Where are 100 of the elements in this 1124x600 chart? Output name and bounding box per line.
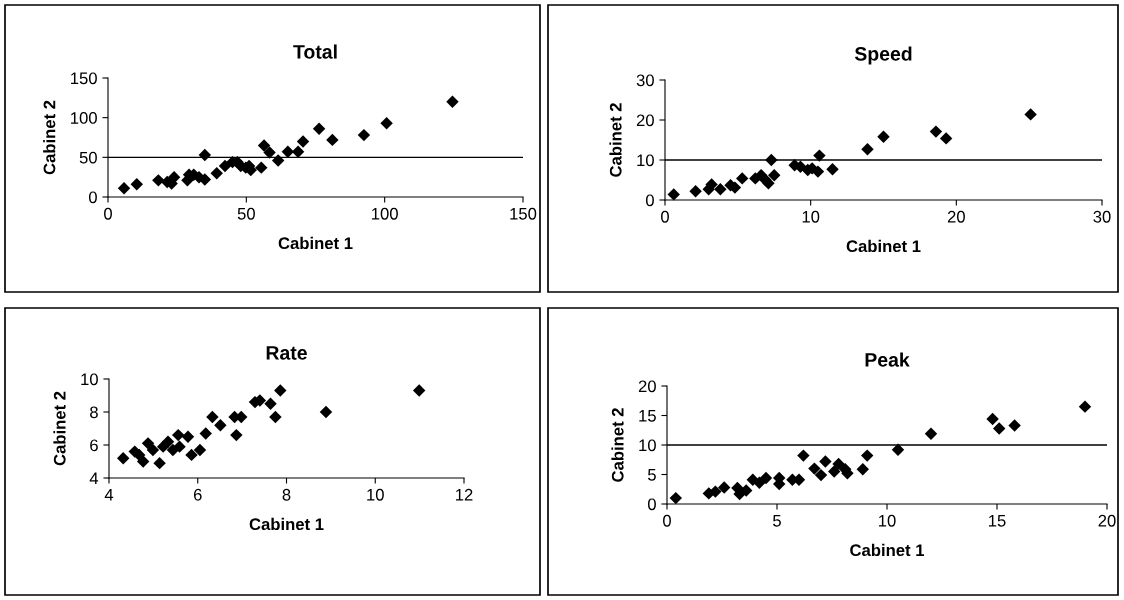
chart-title: Rate [266, 346, 307, 360]
point [161, 435, 175, 448]
point [198, 173, 212, 186]
point [1008, 419, 1021, 432]
chart-title: Total [293, 44, 337, 59]
point [759, 471, 773, 485]
point [827, 465, 841, 478]
y-tick-label: 30 [636, 74, 654, 87]
y-axis-title: Cabinet 2 [43, 100, 56, 175]
point [739, 484, 753, 497]
point [296, 135, 310, 148]
point [412, 384, 426, 397]
x-tick-label: 100 [372, 207, 398, 220]
point [173, 440, 186, 453]
y-tick-label: 100 [71, 112, 97, 124]
point [929, 125, 943, 138]
point [274, 384, 287, 397]
point [832, 457, 845, 471]
point [891, 443, 905, 456]
x-axis-title: Cabinet 1 [850, 543, 925, 557]
y-tick-label: 10 [637, 154, 654, 167]
point [717, 481, 731, 494]
point [861, 142, 874, 156]
x-tick-label: 10 [367, 488, 384, 501]
point [819, 455, 832, 468]
y-tick-label: 150 [71, 72, 97, 85]
point [811, 165, 825, 178]
x-tick-label: 50 [237, 207, 255, 220]
x-tick-label: 8 [282, 488, 291, 501]
point [198, 148, 212, 162]
point [199, 427, 212, 440]
point [856, 462, 870, 476]
point [263, 146, 276, 159]
y-tick-label: 0 [88, 191, 97, 204]
point [797, 449, 810, 462]
x-tick-label: 10 [879, 514, 896, 527]
chart-title: Peak [865, 352, 910, 367]
x-tick-label: 15 [989, 515, 1006, 527]
x-tick-label: 4 [104, 489, 114, 501]
point [924, 427, 938, 440]
point [667, 188, 680, 201]
point [312, 122, 326, 135]
chart-title: Speed [854, 46, 912, 65]
point [808, 462, 821, 475]
x-tick-label: 5 [773, 515, 781, 527]
point [291, 145, 305, 158]
point [181, 430, 195, 443]
x-tick-label: 0 [663, 514, 671, 527]
point [380, 117, 393, 130]
x-axis-title: Cabinet 1 [278, 236, 353, 250]
x-tick-label: 20 [1098, 514, 1116, 527]
point [116, 451, 130, 465]
x-tick-label: 10 [802, 210, 820, 223]
point [185, 448, 198, 462]
x-tick-label: 30 [1093, 210, 1111, 223]
x-tick-label: 20 [947, 210, 965, 223]
point [117, 182, 131, 195]
y-axis-title: Cabinet 2 [611, 408, 624, 482]
y-tick-label: 20 [636, 114, 654, 127]
y-tick-label: 0 [647, 498, 656, 511]
point [257, 139, 271, 152]
point [255, 161, 268, 174]
y-tick-label: 0 [645, 194, 654, 207]
point [281, 145, 295, 158]
point [735, 172, 749, 185]
point [153, 456, 166, 470]
point [986, 412, 999, 426]
point [146, 443, 160, 457]
point [689, 184, 702, 198]
y-tick-label: 10 [639, 439, 656, 452]
point [206, 410, 219, 424]
point [218, 159, 232, 173]
y-tick-label: 5 [647, 469, 656, 481]
point [669, 491, 683, 505]
y-tick-label: 6 [90, 439, 98, 452]
y-tick-label: 20 [638, 380, 656, 393]
point [1078, 400, 1092, 413]
point [1024, 108, 1037, 121]
x-tick-label: 12 [456, 488, 473, 501]
point [877, 130, 890, 144]
point [214, 418, 227, 432]
point [167, 170, 181, 184]
point [860, 449, 874, 462]
y-tick-label: 50 [79, 151, 97, 164]
point [269, 410, 282, 424]
point [814, 468, 828, 482]
y-tick-label: 10 [81, 373, 98, 386]
point [992, 422, 1006, 435]
point [326, 133, 339, 147]
y-tick-label: 15 [639, 410, 656, 422]
point [130, 178, 143, 191]
point [210, 166, 223, 180]
point [939, 132, 953, 145]
point [172, 428, 185, 442]
y-tick-label: 8 [90, 406, 98, 419]
point [136, 455, 150, 468]
x-tick-label: 6 [193, 488, 202, 501]
x-axis-title: Cabinet 1 [846, 239, 921, 253]
x-axis-title: Cabinet 1 [249, 517, 324, 531]
y-axis-title: Cabinet 2 [53, 391, 66, 466]
